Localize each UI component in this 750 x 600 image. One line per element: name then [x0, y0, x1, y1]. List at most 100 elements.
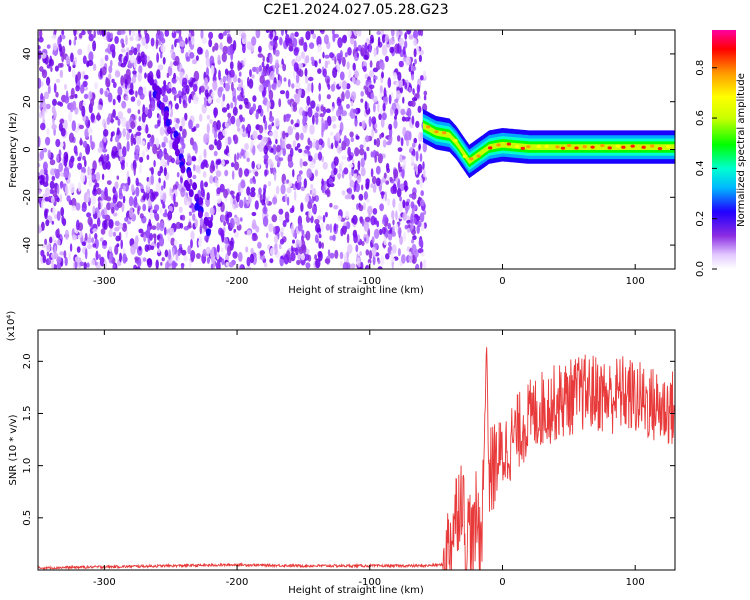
spectral-speckle: [397, 147, 403, 153]
spectral-speckle: [423, 95, 427, 101]
spectral-speckle: [379, 133, 382, 140]
spectral-speckle: [221, 52, 227, 63]
spectral-speckle: [380, 254, 385, 266]
spectral-speckle: [81, 241, 86, 246]
spectral-speckle: [263, 262, 268, 268]
spectral-speckle: [162, 94, 169, 103]
spectral-speckle: [131, 30, 136, 37]
spectral-speckle: [206, 256, 210, 264]
spectral-speckle: [258, 84, 264, 93]
spectral-speckle: [228, 261, 234, 268]
spectral-speckle: [87, 44, 91, 53]
spectral-speckle: [225, 159, 230, 165]
spectrogram-plot-area: [38, 30, 675, 269]
spectral-speckle: [390, 30, 395, 37]
spectral-speckle: [341, 91, 345, 102]
spectral-speckle: [420, 30, 424, 37]
spectral-speckle: [339, 50, 343, 61]
spectral-speckle: [285, 90, 290, 99]
spectral-speckle: [173, 193, 176, 204]
spectral-speckle: [296, 259, 301, 266]
spectral-speckle: [56, 154, 60, 163]
spectral-speckle: [137, 55, 143, 63]
spectral-speckle: [42, 147, 48, 153]
spectral-speckle: [193, 93, 199, 105]
spectral-speckle: [315, 258, 321, 269]
spectral-speckle: [353, 30, 359, 37]
spectral-speckle: [64, 95, 70, 104]
spectral-speckle: [86, 172, 92, 180]
spectral-speckle: [285, 34, 290, 45]
spectral-speckle: [189, 52, 195, 59]
spectral-speckle: [209, 207, 215, 215]
spectral-speckle: [342, 34, 347, 44]
spectral-speckle: [410, 213, 414, 224]
spectral-speckle: [255, 66, 260, 75]
spectral-speckle: [118, 149, 122, 157]
spectral-speckle: [412, 253, 415, 264]
snr-plot-area: [38, 347, 675, 570]
spectral-speckle: [75, 202, 81, 211]
spectral-speckle: [205, 56, 210, 68]
spectral-speckle: [97, 201, 101, 211]
spectral-speckle: [343, 252, 347, 263]
spectral-speckle: [348, 155, 353, 161]
spectral-speckle: [52, 189, 58, 198]
ridge-peak: [590, 145, 595, 149]
spectral-speckle: [318, 93, 322, 102]
spectral-speckle: [88, 90, 93, 101]
x-tick-label: -200: [226, 276, 249, 287]
spectral-speckle: [394, 115, 397, 121]
spectral-speckle: [134, 153, 140, 161]
spectral-speckle: [347, 47, 352, 56]
spectral-speckle: [295, 81, 301, 90]
spectral-speckle: [321, 178, 324, 187]
spectral-speckle: [360, 47, 365, 57]
spectral-speckle: [204, 97, 207, 108]
diagonal-feature-mark: [165, 118, 171, 127]
spectral-speckle: [135, 134, 142, 145]
spectral-speckle: [303, 178, 307, 189]
spectral-speckle: [255, 111, 259, 120]
spectral-speckle: [305, 262, 311, 269]
spectral-speckle: [176, 172, 180, 178]
spectral-speckle: [114, 226, 120, 232]
spectral-speckle: [293, 47, 299, 56]
spectral-speckle: [120, 48, 126, 53]
spectral-speckle: [245, 126, 249, 134]
spectral-speckle: [216, 120, 221, 131]
spectral-speckle: [267, 124, 272, 131]
spectral-speckle: [101, 66, 107, 76]
spectral-speckle: [410, 161, 415, 167]
spectral-speckle: [138, 246, 142, 251]
spectral-speckle: [227, 245, 232, 257]
spectral-speckle: [120, 38, 125, 45]
spectral-speckle: [190, 238, 193, 249]
spectral-speckle: [279, 243, 282, 250]
spectral-speckle: [130, 82, 134, 92]
spectral-speckle: [213, 150, 218, 157]
spectral-speckle: [282, 130, 286, 140]
spectral-speckle: [95, 182, 100, 188]
spectral-speckle: [162, 203, 166, 209]
spectral-speckle: [68, 65, 72, 73]
spectral-speckle: [40, 249, 45, 257]
spectral-speckle: [128, 30, 132, 36]
spectral-speckle: [274, 118, 280, 127]
spectral-speckle: [312, 138, 316, 143]
spectral-speckle: [199, 217, 204, 227]
spectral-speckle: [180, 187, 186, 198]
spectral-speckle: [298, 148, 303, 153]
spectral-speckle: [331, 142, 334, 150]
spectral-speckle: [190, 230, 195, 240]
spectral-speckle: [399, 235, 403, 246]
spectral-speckle: [322, 51, 325, 59]
spectral-speckle: [77, 48, 83, 56]
spectral-speckle: [168, 205, 173, 213]
spectral-speckle: [192, 174, 197, 180]
spectral-speckle: [122, 195, 126, 204]
spectral-speckle: [70, 87, 75, 98]
y-tick-label: 20: [22, 95, 33, 108]
spectral-speckle: [216, 251, 220, 260]
spectral-speckle: [309, 199, 315, 204]
